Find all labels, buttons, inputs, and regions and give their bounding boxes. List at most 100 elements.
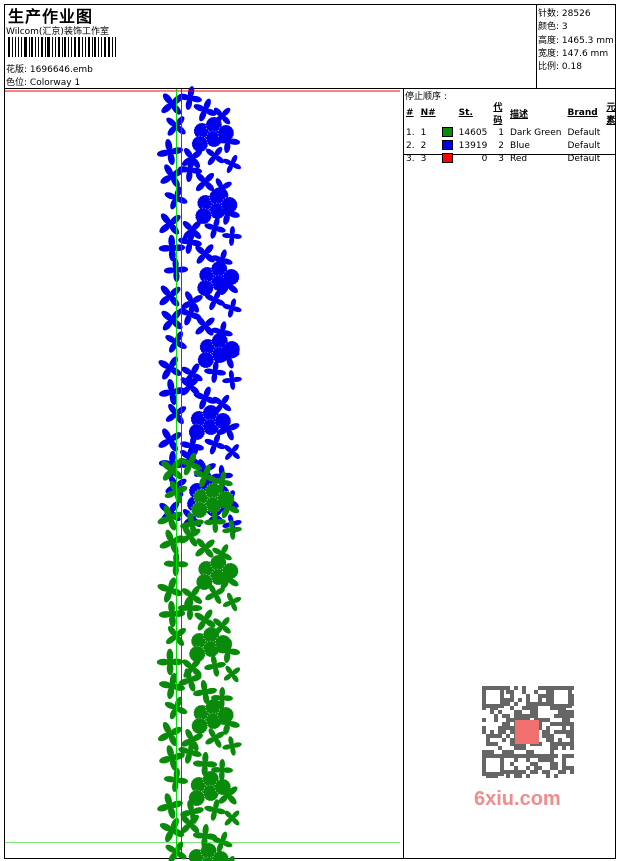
- text-field: 代码: [493, 103, 503, 126]
- leaf-motif: [204, 289, 226, 311]
- colorway-label: 色位:: [6, 78, 28, 88]
- leaf-motif: [195, 244, 215, 264]
- color-swatch: [441, 153, 453, 164]
- leaf-motif: [195, 538, 215, 558]
- leaf-motif: [158, 356, 182, 380]
- info-stitches: 针数: 28526: [538, 6, 591, 19]
- leaf-motif: [212, 394, 232, 414]
- leaf-motif: [222, 154, 242, 174]
- leaf-motif: [216, 495, 240, 519]
- leaf-motif: [195, 316, 215, 336]
- leaf-motif: [217, 856, 235, 861]
- color-swatch: [441, 140, 453, 151]
- color-table: # N# St. 代码 描述 Brand 元素 1. 1 14605 1 Dark Gree…: [403, 100, 620, 165]
- leaf-motif: [180, 814, 200, 834]
- text-field: #: [406, 108, 414, 118]
- leaf-motif: [204, 655, 226, 677]
- qr-code: [482, 686, 574, 778]
- text-field: 元素: [606, 103, 616, 126]
- info-width: 宽度: 147.6 mm: [538, 46, 608, 59]
- leaf-motif: [192, 751, 218, 777]
- text-field: N#: [420, 108, 436, 118]
- leaf-motif: [177, 595, 203, 621]
- leaf-motif: [217, 568, 239, 590]
- color-swatch: [441, 127, 453, 138]
- leaf-motif: [204, 361, 226, 383]
- table-row: 1. 1 14605 1 Dark Green Default: [403, 126, 620, 139]
- leaf-motif: [211, 249, 233, 271]
- leaf-motif: [218, 785, 238, 805]
- divider: [4, 88, 616, 89]
- leaf-motif: [222, 520, 242, 540]
- text-field: 0: [481, 153, 488, 164]
- text-field: 13919: [458, 140, 488, 151]
- leaf-motif: [205, 146, 225, 166]
- watermark-qr: [470, 680, 585, 818]
- leaf-motif: [205, 728, 225, 748]
- info-colors: 颜色: 3: [538, 19, 568, 32]
- leaf-motif: [158, 234, 186, 262]
- divider: [403, 154, 616, 155]
- text-field: [603, 139, 620, 152]
- leaf-motif: [159, 745, 185, 771]
- leaf-motif: [218, 275, 238, 295]
- leaf-motif: [158, 378, 186, 406]
- leaf-motif: [204, 511, 226, 533]
- barcode: [8, 37, 118, 57]
- divider: [536, 4, 537, 88]
- leaf-motif: [215, 128, 241, 154]
- leaf-motif: [213, 107, 231, 125]
- table-row: 2. 2 13919 2 Blue Default: [403, 139, 620, 152]
- leaf-motif: [193, 464, 217, 488]
- flower-motif: [188, 404, 232, 441]
- divider: [403, 88, 404, 859]
- text-field: Dark Green: [509, 127, 562, 138]
- leaf-motif: [223, 665, 241, 683]
- leaf-motif: [224, 810, 240, 826]
- leaf-motif: [204, 799, 226, 821]
- leaf-motif: [156, 648, 184, 676]
- text-field: 宽度:: [538, 49, 560, 59]
- leaf-motif: [211, 759, 233, 781]
- leaf-motif: [224, 444, 240, 460]
- design-label: 花版:: [6, 65, 28, 75]
- colorway: 色位: Colorway 1: [6, 75, 80, 88]
- text-field: 14605: [458, 127, 488, 138]
- text-field: 28526: [561, 9, 591, 19]
- table-header: # N# St. 代码 描述 Brand 元素: [403, 100, 620, 126]
- leaf-motif: [195, 172, 215, 192]
- text-field: Blue: [509, 140, 530, 151]
- leaf-motif: [216, 345, 240, 369]
- leaf-motif: [193, 680, 217, 704]
- flower-motif: [188, 626, 232, 663]
- text-field: 高度:: [538, 36, 560, 46]
- leaf-motif: [157, 721, 183, 747]
- leaf-motif: [212, 544, 232, 564]
- leaf-motif: [212, 178, 232, 198]
- leaf-motif: [222, 736, 242, 756]
- stamp-logo: [515, 720, 539, 744]
- flower-motif: [188, 842, 229, 861]
- text-field: 2: [498, 140, 504, 151]
- text-field: Red: [509, 153, 528, 164]
- leaf-motif: [216, 201, 240, 225]
- leaf-motif: [222, 298, 242, 318]
- leaf-motif: [205, 584, 225, 604]
- text-field: 1: [420, 127, 427, 138]
- leaf-motif: [166, 116, 186, 136]
- text-field: 颜色:: [538, 22, 560, 32]
- text-field: 1: [498, 127, 504, 138]
- design-preview: [5, 86, 400, 861]
- text-field: 3: [420, 153, 427, 164]
- stop-sequence-title: 停止顺序 :: [405, 92, 447, 102]
- text-field: 0.18: [561, 62, 582, 72]
- info-scale: 比例: 0.18: [538, 59, 582, 72]
- text-field: Default: [567, 140, 601, 151]
- text-field: [603, 126, 620, 139]
- leaf-motif: [216, 711, 240, 735]
- leaf-motif: [159, 673, 185, 699]
- text-field: 针数:: [538, 9, 560, 19]
- text-field: 3: [498, 153, 504, 164]
- leaf-motif: [158, 428, 182, 452]
